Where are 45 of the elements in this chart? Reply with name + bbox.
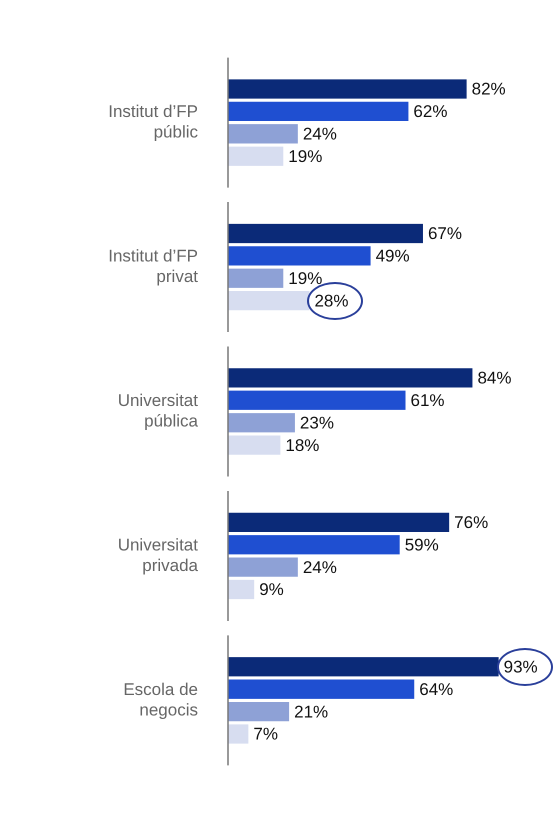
bar	[228, 102, 408, 122]
data-label: 84%	[477, 368, 512, 388]
data-label: 24%	[302, 558, 337, 577]
data-label: 21%	[294, 702, 328, 722]
data-label: 18%	[285, 436, 320, 455]
data-label: 93%	[504, 657, 538, 676]
bar	[228, 435, 280, 455]
data-label: 49%	[376, 246, 410, 266]
data-label: 28%	[314, 291, 349, 310]
bar	[228, 79, 467, 99]
data-label: 59%	[404, 535, 439, 554]
bar	[228, 246, 371, 266]
data-label: 62%	[413, 102, 448, 122]
data-label: 23%	[300, 413, 334, 432]
data-label: 7%	[253, 724, 278, 744]
data-label: 76%	[454, 513, 488, 532]
data-label: 64%	[419, 680, 454, 699]
y-tick-label: Universitat privada	[118, 535, 199, 575]
data-label: 67%	[428, 224, 462, 244]
bar	[228, 558, 298, 577]
y-tick-label: Institut d’FP privat	[108, 246, 198, 286]
bar	[228, 580, 254, 600]
bar	[228, 657, 499, 676]
bar	[228, 512, 450, 532]
bar	[228, 413, 295, 432]
bar	[228, 291, 310, 310]
bar	[228, 535, 400, 554]
y-tick-label: Escola de negocis	[123, 680, 198, 720]
data-label: 61%	[410, 390, 445, 410]
bar	[228, 702, 290, 722]
data-label: 19%	[288, 268, 322, 288]
y-tick-label: Institut d’FP públic	[108, 102, 198, 142]
data-label: 82%	[472, 80, 506, 99]
data-label: 9%	[259, 580, 284, 600]
bar	[228, 368, 472, 388]
bar	[228, 680, 414, 699]
data-label: 19%	[288, 146, 322, 166]
bar	[228, 390, 406, 410]
bar	[228, 146, 284, 166]
bar	[228, 124, 298, 144]
bar	[228, 724, 248, 744]
y-tick-label: Universitat pública	[118, 390, 199, 430]
bar	[228, 224, 423, 244]
data-label: 24%	[302, 124, 337, 144]
bar	[228, 268, 284, 288]
